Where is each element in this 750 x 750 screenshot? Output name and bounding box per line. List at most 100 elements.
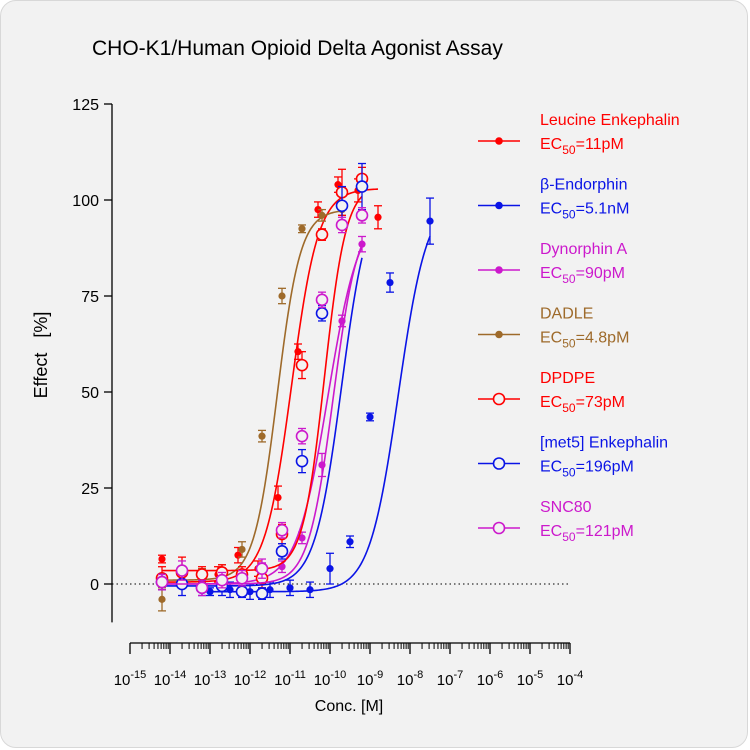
x-tick-label: 10-4 xyxy=(557,669,583,689)
fit-curve xyxy=(162,246,363,585)
axes: 0 25 50 75 100 125 10-15 10-14 10-13 10-12 10-11 10… xyxy=(72,97,583,689)
data-point xyxy=(366,413,374,421)
data-point xyxy=(298,225,306,233)
chart-title: CHO-K1/Human Opioid Delta Agonist Assay xyxy=(92,37,503,60)
data-point xyxy=(238,545,246,554)
legend-series-name: SNC80 xyxy=(540,499,592,516)
plot-area xyxy=(155,162,434,612)
legend-series-name: Dynorphin A xyxy=(540,241,627,258)
data-point xyxy=(295,358,309,372)
data-point xyxy=(266,586,274,594)
fit-curve xyxy=(162,244,363,585)
y-tick-label: 25 xyxy=(81,481,99,498)
data-point xyxy=(235,571,249,585)
x-tick-label: 10-5 xyxy=(517,669,543,689)
y-tick-label: 50 xyxy=(81,385,99,402)
y-tick-label: 75 xyxy=(81,289,99,306)
legend-item: SNC80 EC50=121pM xyxy=(478,499,634,544)
legend-item: Dynorphin A EC50=90pM xyxy=(478,241,627,286)
data-point xyxy=(274,494,282,502)
data-point xyxy=(206,588,214,596)
y-tick-label: 125 xyxy=(72,97,99,114)
fit-curve xyxy=(162,210,343,581)
data-point xyxy=(255,587,269,600)
legend-ec50: EC50=90pM xyxy=(540,265,625,286)
x-tick-label: 10-11 xyxy=(274,669,306,689)
x-tick-label: 10-6 xyxy=(477,669,503,689)
data-point xyxy=(298,534,306,542)
legend-marker xyxy=(492,457,506,470)
x-axis-label: Conc. [M] xyxy=(315,698,383,715)
legend-series-name: [met5] Enkephalin xyxy=(540,435,668,452)
data-point xyxy=(374,213,382,221)
series-leucine-enkephalin xyxy=(158,176,382,585)
data-point xyxy=(355,209,369,222)
legend-ec50: EC50=196pM xyxy=(540,459,634,480)
x-tick-label: 10-12 xyxy=(234,669,267,689)
data-point xyxy=(335,199,349,213)
data-point xyxy=(315,293,329,307)
data-point xyxy=(215,573,229,587)
data-point xyxy=(255,562,269,575)
data-point xyxy=(158,555,166,563)
legend-item: β-Endorphin EC50=5.1nM xyxy=(478,177,629,222)
x-tick-label: 10-9 xyxy=(357,669,383,689)
data-point xyxy=(275,523,289,537)
legend-item: Leucine Enkephalin EC50=11pM xyxy=(478,112,680,157)
legend-marker xyxy=(492,392,506,406)
legend-series-name: β-Endorphin xyxy=(540,177,627,194)
legend-ec50: EC50=11pM xyxy=(540,136,624,157)
data-point xyxy=(258,432,266,440)
series-snc80 xyxy=(155,207,369,597)
data-point xyxy=(195,568,209,581)
legend-ec50: EC50=4.8pM xyxy=(540,330,629,351)
data-point xyxy=(315,228,329,241)
x-tick-label: 10-14 xyxy=(154,669,187,689)
data-point xyxy=(158,595,166,603)
data-point xyxy=(246,588,254,596)
data-point xyxy=(315,306,329,320)
data-point xyxy=(275,545,289,558)
legend-ec50: EC50=121pM xyxy=(540,523,634,544)
fit-curve xyxy=(162,257,363,587)
series-dadle xyxy=(158,203,346,612)
data-point xyxy=(295,429,309,443)
data-point xyxy=(195,581,209,595)
data-point xyxy=(235,585,249,598)
data-point xyxy=(175,564,189,577)
data-point xyxy=(335,218,349,232)
y-axis-label: Effect [%] xyxy=(31,312,51,399)
legend-series-name: Leucine Enkephalin xyxy=(540,112,680,129)
data-point xyxy=(386,278,394,287)
legend-series-name: DADLE xyxy=(540,306,593,323)
data-point xyxy=(295,454,309,468)
data-point xyxy=(286,584,294,592)
legend-marker xyxy=(495,330,503,339)
fit-curve xyxy=(161,188,379,583)
data-point xyxy=(278,292,286,300)
legend: Leucine Enkephalin EC50=11pM β-Endorphin EC… xyxy=(478,112,680,544)
fit-curve xyxy=(162,195,363,572)
data-point xyxy=(326,565,334,573)
series-endorphin xyxy=(206,197,434,601)
x-tick-label: 10-8 xyxy=(397,669,423,689)
data-point xyxy=(306,586,314,594)
legend-series-name: DPDPE xyxy=(540,370,595,387)
y-tick-label: 0 xyxy=(90,577,99,594)
y-tick-label: 100 xyxy=(72,193,99,210)
x-tick-label: 10-13 xyxy=(194,669,227,689)
legend-marker xyxy=(495,266,503,274)
x-tick-label: 10-15 xyxy=(114,669,147,689)
legend-marker xyxy=(495,137,503,145)
x-tick-label: 10-7 xyxy=(437,669,463,689)
data-point xyxy=(155,575,169,589)
data-point xyxy=(346,538,354,546)
legend-marker xyxy=(495,201,503,210)
legend-marker xyxy=(492,521,506,535)
legend-item: DADLE EC50=4.8pM xyxy=(478,306,629,351)
legend-ec50: EC50=73pM xyxy=(540,394,625,415)
data-point xyxy=(226,586,234,594)
data-point xyxy=(358,240,366,248)
